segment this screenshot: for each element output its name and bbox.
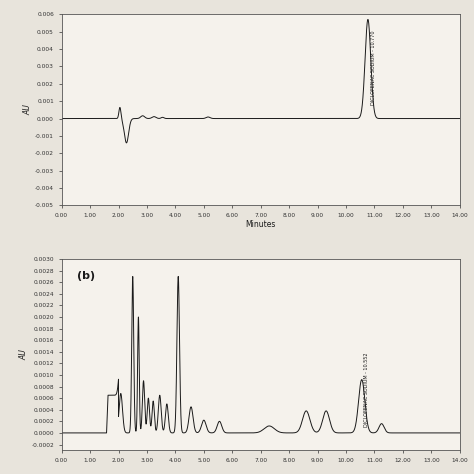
Text: (b): (b) bbox=[77, 271, 95, 282]
Y-axis label: AU: AU bbox=[19, 349, 28, 360]
Y-axis label: AU: AU bbox=[23, 104, 32, 115]
Text: DICLOFENAC SODIUM - 10.770: DICLOFENAC SODIUM - 10.770 bbox=[371, 30, 375, 105]
X-axis label: Minutes: Minutes bbox=[246, 219, 276, 228]
Text: DICLOFENAC SODIUM - 10.552: DICLOFENAC SODIUM - 10.552 bbox=[365, 353, 369, 427]
